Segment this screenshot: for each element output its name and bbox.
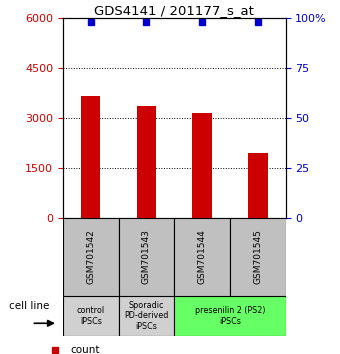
Bar <box>119 296 174 336</box>
Text: GSM701543: GSM701543 <box>142 229 151 284</box>
Bar <box>63 218 119 296</box>
Bar <box>192 113 212 218</box>
Text: GSM701542: GSM701542 <box>86 229 95 284</box>
Text: control
IPSCs: control IPSCs <box>77 306 105 326</box>
Bar <box>63 296 119 336</box>
Bar <box>137 106 156 218</box>
Title: GDS4141 / 201177_s_at: GDS4141 / 201177_s_at <box>94 4 254 17</box>
Bar <box>230 218 286 296</box>
Text: GSM701544: GSM701544 <box>198 229 207 284</box>
Bar <box>81 96 101 218</box>
Bar <box>248 153 268 218</box>
Text: Sporadic
PD-derived
iPSCs: Sporadic PD-derived iPSCs <box>124 301 169 331</box>
Bar <box>174 296 286 336</box>
Bar <box>174 218 230 296</box>
Bar <box>119 218 174 296</box>
Text: cell line: cell line <box>10 301 50 311</box>
Text: presenilin 2 (PS2)
iPSCs: presenilin 2 (PS2) iPSCs <box>195 306 265 326</box>
Text: count: count <box>70 345 100 354</box>
Text: GSM701545: GSM701545 <box>253 229 262 284</box>
